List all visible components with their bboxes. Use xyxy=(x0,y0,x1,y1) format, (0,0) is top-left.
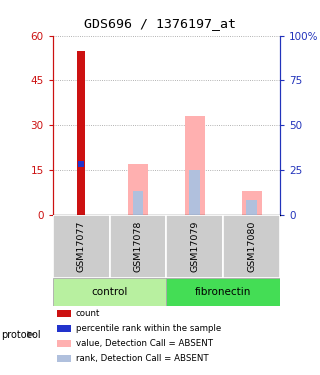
Bar xyxy=(242,190,261,214)
Bar xyxy=(128,164,148,214)
Bar xyxy=(189,170,200,214)
Bar xyxy=(166,214,223,278)
Bar xyxy=(57,310,71,317)
Text: fibronectin: fibronectin xyxy=(195,287,252,297)
Bar xyxy=(132,190,143,214)
Polygon shape xyxy=(27,331,35,338)
Text: GSM17078: GSM17078 xyxy=(133,220,142,272)
Bar xyxy=(77,51,85,214)
Text: GSM17079: GSM17079 xyxy=(190,220,199,272)
Text: percentile rank within the sample: percentile rank within the sample xyxy=(76,324,221,333)
Text: control: control xyxy=(92,287,128,297)
Text: count: count xyxy=(76,309,100,318)
Text: value, Detection Call = ABSENT: value, Detection Call = ABSENT xyxy=(76,339,212,348)
Text: GSM17077: GSM17077 xyxy=(77,220,86,272)
Bar xyxy=(166,278,280,306)
Bar xyxy=(57,325,71,332)
Bar xyxy=(246,200,257,214)
Bar xyxy=(57,355,71,362)
Bar xyxy=(109,214,166,278)
Text: GSM17080: GSM17080 xyxy=(247,220,256,272)
Text: rank, Detection Call = ABSENT: rank, Detection Call = ABSENT xyxy=(76,354,208,363)
Bar xyxy=(53,214,109,278)
Bar xyxy=(53,278,166,306)
Bar xyxy=(57,340,71,347)
Text: protocol: protocol xyxy=(2,330,41,339)
Bar xyxy=(185,116,205,214)
Text: GDS696 / 1376197_at: GDS696 / 1376197_at xyxy=(84,17,236,30)
Bar xyxy=(223,214,280,278)
